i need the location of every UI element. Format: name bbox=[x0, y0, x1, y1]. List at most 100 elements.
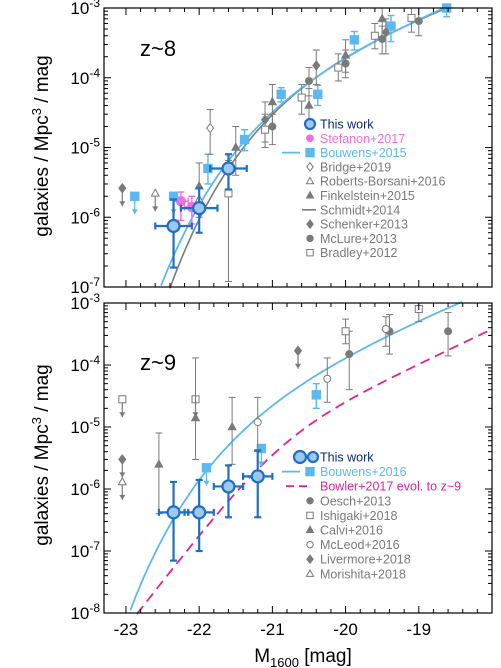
y-axis-label: galaxies / Mpc3 / mag bbox=[29, 55, 53, 237]
y-tick-label-exp: -4 bbox=[89, 353, 100, 367]
y-tick-label-base: 10 bbox=[70, 604, 89, 623]
bowler-2017-evol-to-z-9-curve bbox=[136, 329, 491, 615]
legend-this-work-marker bbox=[306, 450, 320, 464]
ishigaki-2018-point bbox=[341, 327, 350, 336]
y-tick-label-exp: -8 bbox=[89, 601, 100, 615]
legend-schenker-2013-label: Schenker+2013 bbox=[320, 218, 408, 232]
legend-ishigaki-2018-marker bbox=[306, 511, 314, 520]
y-tick-label-base: 10 bbox=[70, 208, 89, 227]
bouwens-2016-fit-curve bbox=[129, 300, 463, 611]
morishita-2018-point bbox=[117, 476, 127, 486]
legend-roberts-borsani-2016-marker bbox=[305, 176, 315, 185]
finkelstein-2015-point bbox=[377, 13, 387, 23]
mclure-2013-point bbox=[414, 17, 423, 26]
legend-morishita-2018-marker bbox=[305, 568, 315, 577]
mclure-2013-point bbox=[341, 59, 350, 68]
this-work-point bbox=[221, 161, 236, 176]
livermore-2018-arrowhead bbox=[119, 472, 126, 478]
y-tick-label-base: 10 bbox=[70, 356, 89, 375]
legend-this-work-label: This work bbox=[320, 118, 374, 132]
legend-livermore-2018-marker bbox=[306, 554, 314, 565]
schenker-2013-arrowhead bbox=[119, 201, 126, 207]
legend-bradley-2012-marker bbox=[306, 249, 314, 257]
bouwens-2015-point bbox=[349, 35, 360, 45]
bradley-2012-point bbox=[334, 63, 343, 72]
bouwens-2016-point bbox=[201, 463, 212, 473]
ishigaki-2018-arrowhead bbox=[119, 412, 126, 418]
legend-this-work-marker bbox=[292, 449, 308, 465]
legend-oesch-2013-marker bbox=[306, 497, 314, 505]
y-tick-label-exp: -5 bbox=[89, 415, 100, 429]
legend-schenker-2013-marker bbox=[306, 219, 314, 230]
roberts-borsani-2016-point bbox=[150, 188, 160, 197]
bouwens-2016-arrowhead bbox=[258, 461, 265, 467]
legend-bouwens-2015-label: Bouwens+2015 bbox=[320, 146, 407, 160]
legend-finkelstein-2015-marker bbox=[305, 190, 315, 199]
legend-roberts-borsani-2016-label: Roberts-Borsani+2016 bbox=[320, 175, 445, 189]
legend-calvi-2016-label: Calvi+2016 bbox=[320, 524, 383, 538]
livermore-2018-point bbox=[293, 345, 303, 357]
legend-bridge-2019-marker bbox=[306, 161, 314, 172]
y-tick-label-exp: -5 bbox=[89, 136, 100, 150]
schenker-2013-point bbox=[118, 182, 127, 194]
x-axis-label: M1600 [mag] bbox=[254, 646, 352, 668]
panel-z8: 10-710-610-510-410-3 z~8 This workStefan… bbox=[70, 0, 493, 297]
legend-calvi-2016-marker bbox=[305, 525, 315, 534]
legend-this-work-label: This work bbox=[320, 451, 374, 465]
y-tick-label-exp: -4 bbox=[89, 66, 100, 80]
y-axis-label: galaxies / Mpc3 / mag bbox=[29, 364, 53, 546]
legend-stefanon-2017-label: Stefanon+2017 bbox=[320, 132, 405, 146]
ishigaki-2018-point bbox=[118, 395, 127, 404]
finkelstein-2015-point bbox=[231, 142, 241, 151]
y-tick-label: 10-4 bbox=[70, 66, 100, 88]
bouwens-2015-point bbox=[313, 89, 323, 99]
bouwens-2016-arrowhead bbox=[203, 480, 210, 486]
mcleod-2016-point bbox=[253, 418, 262, 427]
y-tick-label-base: 10 bbox=[70, 69, 89, 88]
legend-bridge-2019-label: Bridge+2019 bbox=[320, 160, 391, 174]
y-tick-label: 10-3 bbox=[70, 291, 100, 313]
y-tick-label: 10-5 bbox=[70, 415, 100, 437]
livermore-2018-point bbox=[118, 454, 127, 465]
y-tick-label-base: 10 bbox=[70, 0, 89, 18]
legend-mcleod-2016-marker bbox=[306, 540, 314, 549]
legend-mclure-2013-marker bbox=[306, 234, 314, 243]
y-tick-label-exp: -3 bbox=[89, 291, 100, 305]
legend-schmidt-2014-label: Schmidt+2014 bbox=[320, 203, 400, 217]
this-work-point bbox=[166, 505, 181, 520]
oesch-2013-point bbox=[345, 350, 354, 359]
legend-livermore-2018-label: Livermore+2018 bbox=[320, 553, 411, 567]
y-tick-label: 10-7 bbox=[70, 275, 100, 297]
this-work-point bbox=[250, 469, 265, 484]
legend-this-work-marker bbox=[303, 117, 317, 131]
this-work-point bbox=[192, 505, 207, 520]
y-tick-label: 10-4 bbox=[70, 353, 100, 375]
bouwens-2015-point bbox=[239, 134, 250, 145]
y-tick-label-exp: -7 bbox=[89, 539, 100, 553]
bradley-2012-point bbox=[224, 189, 233, 198]
y-tick-label-base: 10 bbox=[70, 418, 89, 437]
calvi-2016-point bbox=[227, 421, 237, 431]
x-tick-label: -22 bbox=[187, 620, 212, 639]
bouwens-2015-arrowhead bbox=[131, 209, 138, 215]
bouwens-2016-point bbox=[311, 390, 322, 400]
this-work-point bbox=[166, 218, 181, 234]
calvi-2016-point bbox=[190, 412, 201, 422]
oesch-2013-point bbox=[444, 327, 453, 336]
y-tick-label-base: 10 bbox=[70, 294, 89, 313]
schmidt-2014-curve bbox=[169, 5, 452, 289]
y-tick-label: 10-6 bbox=[70, 205, 100, 227]
mclure-2013-point bbox=[268, 122, 277, 131]
panel-frame bbox=[103, 302, 493, 614]
mcleod-2016-point bbox=[381, 325, 390, 334]
roberts-borsani-2016-arrowhead bbox=[152, 206, 159, 212]
x-tick-label: -19 bbox=[407, 620, 432, 639]
legend-bowler-2017-evol-to-z-9-label: Bowler+2017 evol. to z~9 bbox=[320, 480, 461, 494]
legend-bouwens-2016-label: Bouwens+2016 bbox=[320, 465, 407, 479]
livermore-2018-arrowhead bbox=[295, 363, 301, 369]
y-tick-label-exp: -6 bbox=[89, 477, 100, 491]
y-tick-label: 10-3 bbox=[70, 0, 100, 18]
panel-z9: 10-810-710-610-510-410-3-23 -22 -21 -20 -19 … bbox=[70, 291, 493, 639]
this-work-point bbox=[192, 201, 207, 216]
